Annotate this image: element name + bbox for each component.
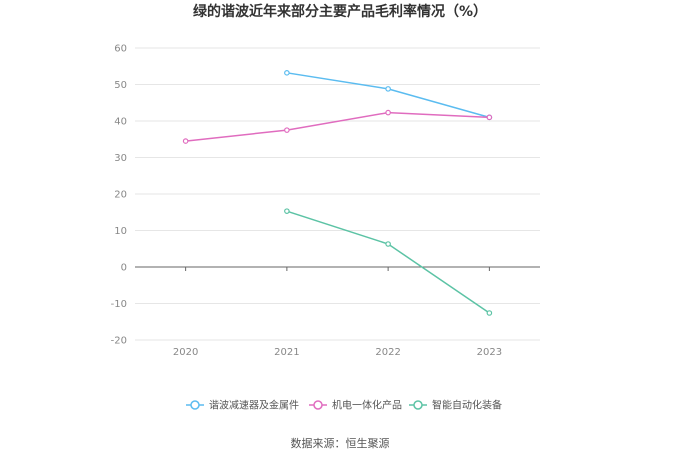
legend-item-1[interactable]: 机电一体化产品 bbox=[309, 399, 402, 412]
legend-label: 谐波减速器及金属件 bbox=[209, 399, 299, 412]
y-tick-label: -10 bbox=[111, 299, 127, 310]
y-tick-label: 60 bbox=[114, 44, 127, 55]
x-tick-label: 2020 bbox=[173, 347, 198, 358]
legend-circle-marker bbox=[313, 400, 323, 410]
y-tick-label: -20 bbox=[111, 336, 127, 347]
x-tick-label: 2022 bbox=[375, 347, 400, 358]
x-tick-label: 2021 bbox=[274, 347, 299, 358]
source-note: 数据来源：恒生聚源 bbox=[291, 436, 390, 450]
series-lines bbox=[182, 70, 493, 316]
legend[interactable]: 谐波减速器及金属件 机电一体化产品 智能自动化装备 bbox=[186, 399, 502, 412]
y-tick-label: 0 bbox=[121, 263, 127, 274]
x-axis-ticks: 2020 2021 2022 2023 bbox=[173, 267, 502, 358]
data-point bbox=[486, 310, 493, 316]
series-line-2 bbox=[286, 210, 490, 314]
x-tick-label: 2023 bbox=[477, 347, 502, 358]
data-point bbox=[284, 70, 290, 76]
y-tick-label: 10 bbox=[114, 226, 127, 237]
y-tick-label: 30 bbox=[114, 153, 127, 164]
legend-label: 机电一体化产品 bbox=[332, 399, 402, 412]
y-axis-ticks: 60 50 40 30 20 10 0 -10 -20 bbox=[111, 44, 127, 347]
y-tick-label: 50 bbox=[114, 80, 127, 91]
data-point bbox=[284, 208, 290, 214]
legend-item-0[interactable]: 谐波减速器及金属件 bbox=[186, 399, 299, 412]
legend-item-2[interactable]: 智能自动化装备 bbox=[409, 399, 502, 412]
legend-label: 智能自动化装备 bbox=[432, 399, 502, 412]
data-point bbox=[385, 86, 391, 92]
y-tick-label: 20 bbox=[114, 190, 127, 201]
data-point bbox=[385, 109, 391, 116]
legend-circle-marker bbox=[190, 400, 200, 410]
y-tick-label: 40 bbox=[114, 117, 127, 128]
data-point bbox=[385, 241, 391, 247]
data-point bbox=[486, 114, 493, 121]
series-line-1 bbox=[185, 111, 490, 142]
chart-title: 绿的谐波近年来部分主要产品毛利率情况（%） bbox=[193, 3, 487, 20]
legend-circle-marker bbox=[413, 400, 423, 410]
data-point bbox=[284, 127, 290, 133]
data-point bbox=[182, 138, 189, 144]
grid-lines bbox=[135, 47, 540, 341]
